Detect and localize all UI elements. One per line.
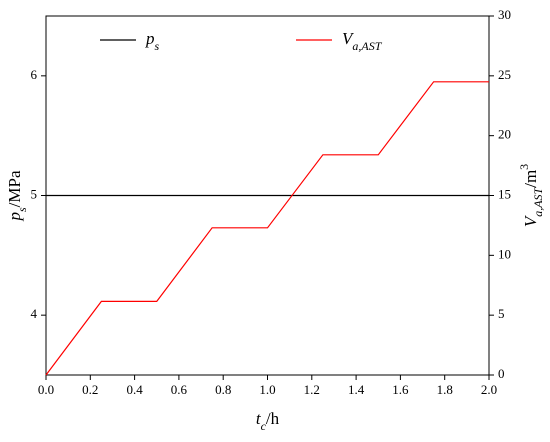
x-tick-label: 0.0 [38,382,54,397]
y2-tick-label: 10 [498,246,511,261]
y-axis-label: ps/MPa [5,170,29,221]
x-tick-label: 0.4 [126,382,143,397]
series-line [45,81,489,376]
x-tick-label: 2.0 [481,382,497,397]
y-axis-label-part: /MPa [5,170,24,207]
y-axis-label-part: s [15,207,29,212]
y2-tick-label: 20 [498,127,511,142]
x-tick-label: 1.4 [348,382,365,397]
y-axis-label-part: p [5,212,24,222]
x-axis-label-part: t [256,409,262,428]
y2-axis-label: Va,AST/m3 [517,164,545,227]
x-axis-label: tc/h [256,409,280,433]
y2-axis-label-part: /m [521,170,540,188]
x-tick-label: 0.2 [82,382,98,397]
y2-tick-label: 30 [498,7,511,22]
y2-tick-label: 15 [498,186,511,201]
x-axis-label-part: c [261,419,267,433]
legend-label-part: p [145,29,155,48]
legend-label-part: a,AST [352,39,382,53]
y2-tick-label: 5 [498,306,505,321]
legend-label-part: s [155,39,160,53]
legend-label: ps [145,29,160,53]
x-tick-label: 1.6 [392,382,409,397]
y-tick-label: 5 [31,186,38,201]
x-tick-label: 0.6 [171,382,188,397]
legend-label: Va,AST [342,29,383,53]
x-tick-label: 1.8 [437,382,453,397]
x-axis-label-part: /h [266,409,280,428]
x-tick-label: 0.8 [215,382,231,397]
x-tick-label: 1.0 [259,382,275,397]
y2-tick-label: 25 [498,67,511,82]
y-tick-label: 6 [31,67,38,82]
y-tick-label: 4 [31,306,38,321]
y2-axis-label-part: a,AST [531,186,545,216]
y2-tick-label: 0 [498,366,505,381]
x-tick-label: 1.2 [304,382,320,397]
y2-axis-label-part: 3 [517,164,531,170]
y2-axis-label-part: V [521,214,540,227]
legend-label-part: V [342,29,355,48]
